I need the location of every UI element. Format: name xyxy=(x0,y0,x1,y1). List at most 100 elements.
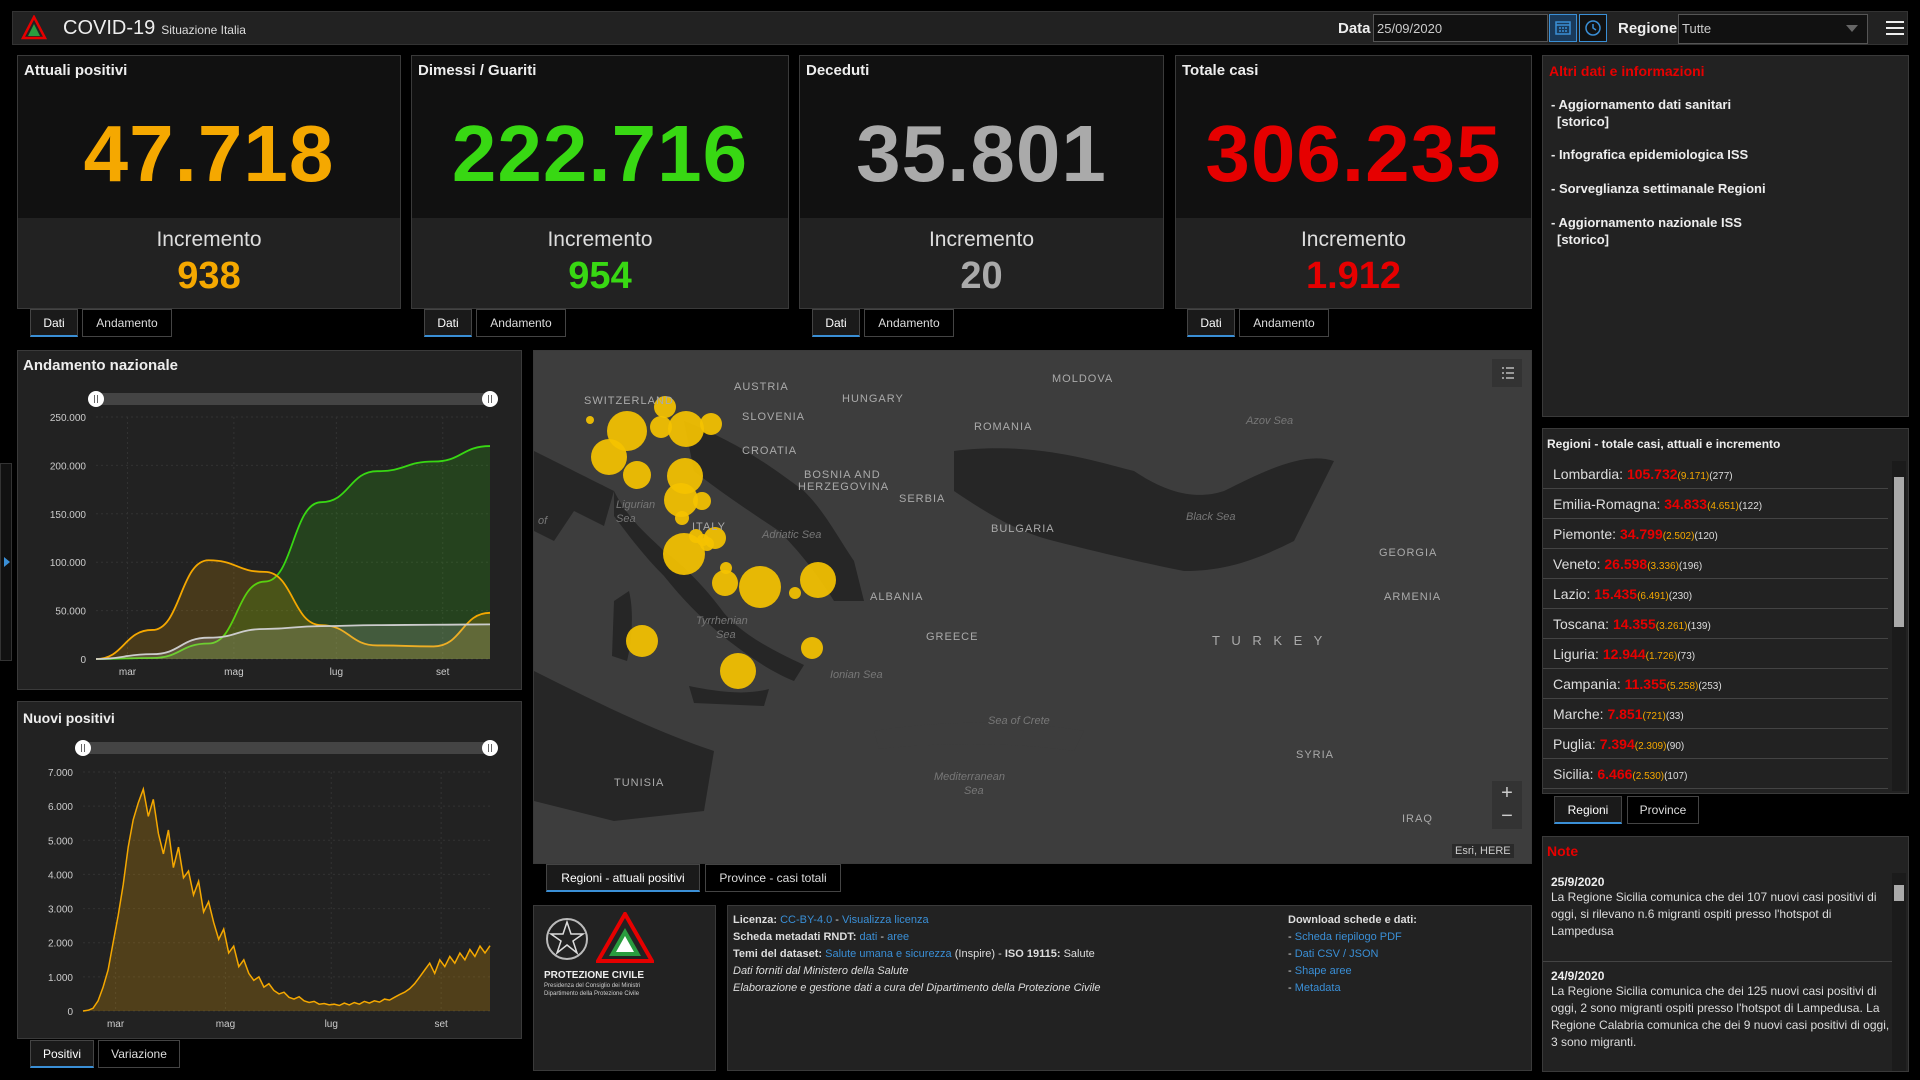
region-name: Campania: xyxy=(1553,676,1625,692)
region-total: 12.944 xyxy=(1602,646,1646,662)
metadata-dati-link[interactable]: dati xyxy=(859,931,878,943)
region-row[interactable]: Puglia: 7.394(2.309)(90) xyxy=(1543,729,1888,759)
side-drawer-handle[interactable] xyxy=(0,463,12,661)
region-row[interactable]: Lazio: 15.435(6.491)(230) xyxy=(1543,579,1888,609)
date-input[interactable]: 25/09/2020 xyxy=(1373,14,1548,42)
map-label: Mediterranean xyxy=(934,771,1005,783)
region-increment: (196) xyxy=(1678,561,1703,572)
map-bubble[interactable] xyxy=(693,492,711,510)
iso-label: ISO 19115: xyxy=(1004,948,1061,960)
map-attribution[interactable]: Esri, HERE xyxy=(1452,844,1514,858)
download-shape-link[interactable]: Shape aree xyxy=(1294,965,1352,977)
region-row[interactable]: Toscana: 14.355(3.261)(139) xyxy=(1543,609,1888,639)
map-bubble[interactable] xyxy=(800,562,836,598)
notes-panel: Note 25/9/2020 La Regione Sicilia comuni… xyxy=(1542,836,1909,1072)
map-label: SYRIA xyxy=(1296,749,1335,761)
map-bubble[interactable] xyxy=(591,439,627,475)
map-label: ITALY xyxy=(692,521,726,533)
region-row[interactable]: Liguria: 12.944(1.726)(73) xyxy=(1543,639,1888,669)
range-slider-track xyxy=(83,742,490,754)
map-view[interactable]: AUSTRIA SWITZERLAND HUNGARY SLOVENIA MOL… xyxy=(533,350,1532,864)
region-select[interactable]: Tutte xyxy=(1678,14,1868,44)
map-label: ARMENIA xyxy=(1384,591,1442,603)
tab-andamento[interactable]: Andamento xyxy=(82,309,172,337)
download-pdf-link[interactable]: Scheda riepilogo PDF xyxy=(1294,931,1402,943)
download-metadata-link[interactable]: Metadata xyxy=(1294,982,1341,994)
range-slider-track xyxy=(96,393,490,405)
download-csv-json-link[interactable]: Dati CSV / JSON xyxy=(1294,948,1379,960)
side-info-item[interactable]: - Aggiornamento dati sanitari [storico] xyxy=(1551,96,1731,130)
map-bubble[interactable] xyxy=(668,411,704,447)
scrollbar-thumb[interactable] xyxy=(1894,477,1904,627)
card-increment-value: 20 xyxy=(960,255,1003,297)
map-bubble[interactable] xyxy=(739,566,781,608)
tab-dati[interactable]: Dati xyxy=(1187,309,1235,337)
map-bubble[interactable] xyxy=(675,511,689,525)
y-tick-label: 50.000 xyxy=(55,607,86,618)
metadata-aree-link[interactable]: aree xyxy=(887,931,910,943)
series-area xyxy=(96,624,490,659)
notes-scrollbar[interactable] xyxy=(1892,873,1906,1071)
map-bubble[interactable] xyxy=(623,461,651,489)
map-bubble[interactable] xyxy=(626,625,658,657)
download-item: - Scheda riepilogo PDF xyxy=(1288,931,1402,943)
tab-map-province[interactable]: Province - casi totali xyxy=(705,864,841,892)
tab-positivi[interactable]: Positivi xyxy=(30,1040,94,1068)
regions-list: Lombardia: 105.732(9.171)(277) Emilia-Rom… xyxy=(1543,459,1908,793)
tab-andamento[interactable]: Andamento xyxy=(1239,309,1329,337)
map-label: BOSNIA AND xyxy=(804,469,881,481)
region-increment: (139) xyxy=(1687,621,1711,632)
calendar-icon xyxy=(1555,21,1571,35)
side-info-item[interactable]: - Infografica epidemiologica ISS xyxy=(1551,147,1749,162)
scrollbar-thumb[interactable] xyxy=(1894,885,1904,901)
card-title: Deceduti xyxy=(806,62,870,79)
y-tick-label: 6.000 xyxy=(48,802,73,813)
tab-map-regioni[interactable]: Regioni - attuali positivi xyxy=(546,864,700,892)
tab-province[interactable]: Province xyxy=(1627,796,1699,824)
zoom-in-button[interactable]: + xyxy=(1501,782,1513,804)
time-button[interactable] xyxy=(1579,14,1607,42)
tab-dati[interactable]: Dati xyxy=(30,309,78,337)
regions-scrollbar[interactable] xyxy=(1892,461,1906,791)
menu-button[interactable] xyxy=(1885,18,1905,38)
map-bubble[interactable] xyxy=(654,396,676,418)
card-top-area xyxy=(800,56,1163,218)
side-info-item[interactable]: - Aggiornamento nazionale ISS [storico] xyxy=(1551,214,1742,248)
themes-link[interactable]: Salute umana e sicurezza xyxy=(825,948,952,960)
view-license-link[interactable]: Visualizza licenza xyxy=(842,914,929,926)
region-row[interactable]: Lombardia: 105.732(9.171)(277) xyxy=(1543,459,1888,489)
map-bubble[interactable] xyxy=(712,570,738,596)
tab-andamento[interactable]: Andamento xyxy=(864,309,954,337)
map-bubble[interactable] xyxy=(789,587,801,599)
tab-dati[interactable]: Dati xyxy=(812,309,860,337)
themes-line: Temi del dataset: Salute umana e sicurez… xyxy=(733,946,1101,963)
regions-panel: Regioni - totale casi, attuali e increme… xyxy=(1542,428,1909,794)
map-bubble[interactable] xyxy=(663,533,705,575)
map-bubble[interactable] xyxy=(650,416,672,438)
tab-dati[interactable]: Dati xyxy=(424,309,472,337)
side-info-item[interactable]: - Sorveglianza settimanale Regioni xyxy=(1551,181,1766,196)
y-tick-label: 7.000 xyxy=(48,768,73,779)
region-row[interactable]: Veneto: 26.598(3.336)(196) xyxy=(1543,549,1888,579)
note-date: 24/9/2020 xyxy=(1551,969,1605,983)
region-row[interactable]: Marche: 7.851(721)(33) xyxy=(1543,699,1888,729)
map-bubble[interactable] xyxy=(801,637,823,659)
map-bubble[interactable] xyxy=(586,416,594,424)
map-label: IRAQ xyxy=(1402,813,1433,825)
license-link[interactable]: CC-BY-4.0 xyxy=(780,914,833,926)
map-label: HERZEGOVINA xyxy=(798,481,890,493)
region-row[interactable]: Emilia-Romagna: 34.833(4.651)(122) xyxy=(1543,489,1888,519)
map-bubble[interactable] xyxy=(700,413,722,435)
map-bubble[interactable] xyxy=(720,653,756,689)
tab-andamento[interactable]: Andamento xyxy=(476,309,566,337)
region-row[interactable]: Piemonte: 34.799(2.502)(120) xyxy=(1543,519,1888,549)
legend-button[interactable] xyxy=(1492,359,1522,387)
tab-variazione[interactable]: Variazione xyxy=(98,1040,180,1068)
zoom-out-button[interactable]: − xyxy=(1501,805,1513,827)
app-title: COVID-19 Situazione Italia xyxy=(63,17,246,40)
region-row[interactable]: Sicilia: 6.466(2.530)(107) xyxy=(1543,759,1888,789)
region-row[interactable]: Campania: 11.355(5.258)(253) xyxy=(1543,669,1888,699)
tab-regioni[interactable]: Regioni xyxy=(1554,796,1622,824)
calendar-button[interactable] xyxy=(1549,14,1577,42)
series-line xyxy=(95,623,491,660)
